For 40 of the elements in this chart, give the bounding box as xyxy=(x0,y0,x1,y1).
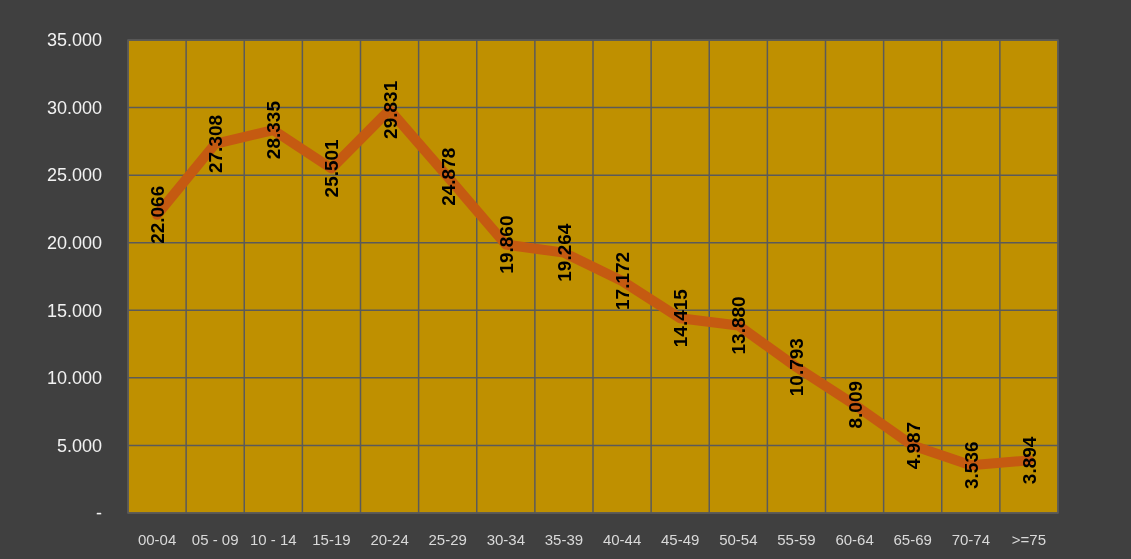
data-label: 19.860 xyxy=(495,215,517,274)
x-tick-label: 30-34 xyxy=(486,531,525,549)
data-label: 28.335 xyxy=(263,100,285,160)
data-label: 29.831 xyxy=(379,80,401,139)
y-tick-label: - xyxy=(96,503,102,524)
x-tick-label: 20-24 xyxy=(370,531,409,549)
data-label: 14.415 xyxy=(670,288,692,348)
x-tick-label: 70-74 xyxy=(951,531,990,549)
x-tick-label: >=75 xyxy=(1011,531,1047,549)
y-tick-label: 5.000 xyxy=(56,435,102,456)
y-tick-label: 30.000 xyxy=(46,97,102,118)
x-tick-label: 25-29 xyxy=(428,531,467,549)
x-tick-label: 05 - 09 xyxy=(191,531,239,549)
x-tick-label: 35-39 xyxy=(544,531,584,549)
data-label: 19.264 xyxy=(553,223,575,282)
x-tick-label: 40-44 xyxy=(602,531,642,549)
data-label: 3.894 xyxy=(1018,436,1040,485)
data-label: 22.066 xyxy=(147,185,169,244)
x-tick-label: 15-19 xyxy=(312,531,351,549)
data-label: 3.536 xyxy=(960,441,982,489)
y-tick-label: 25.000 xyxy=(46,165,102,186)
y-tick-label: 35.000 xyxy=(46,30,102,51)
x-tick-label: 00-04 xyxy=(137,531,177,549)
data-label: 25.501 xyxy=(321,138,343,198)
data-label: 4.987 xyxy=(902,421,924,470)
x-tick-label: 65-69 xyxy=(893,531,932,549)
y-tick-label: 20.000 xyxy=(46,233,102,254)
x-tick-label: 10 - 14 xyxy=(249,531,297,549)
data-label: 27.308 xyxy=(205,114,227,174)
data-label: 13.880 xyxy=(728,296,750,355)
data-label: 10.793 xyxy=(786,338,808,397)
data-label: 8.009 xyxy=(844,380,866,429)
x-tick-label: 55-59 xyxy=(777,531,816,549)
data-label: 17.172 xyxy=(612,251,634,310)
x-tick-label: 50-54 xyxy=(719,531,758,549)
y-tick-label: 10.000 xyxy=(46,368,102,389)
data-label: 24.878 xyxy=(437,147,459,206)
x-tick-label: 60-64 xyxy=(835,531,874,549)
y-tick-label: 15.000 xyxy=(46,300,102,321)
x-tick-label: 45-49 xyxy=(661,531,700,549)
